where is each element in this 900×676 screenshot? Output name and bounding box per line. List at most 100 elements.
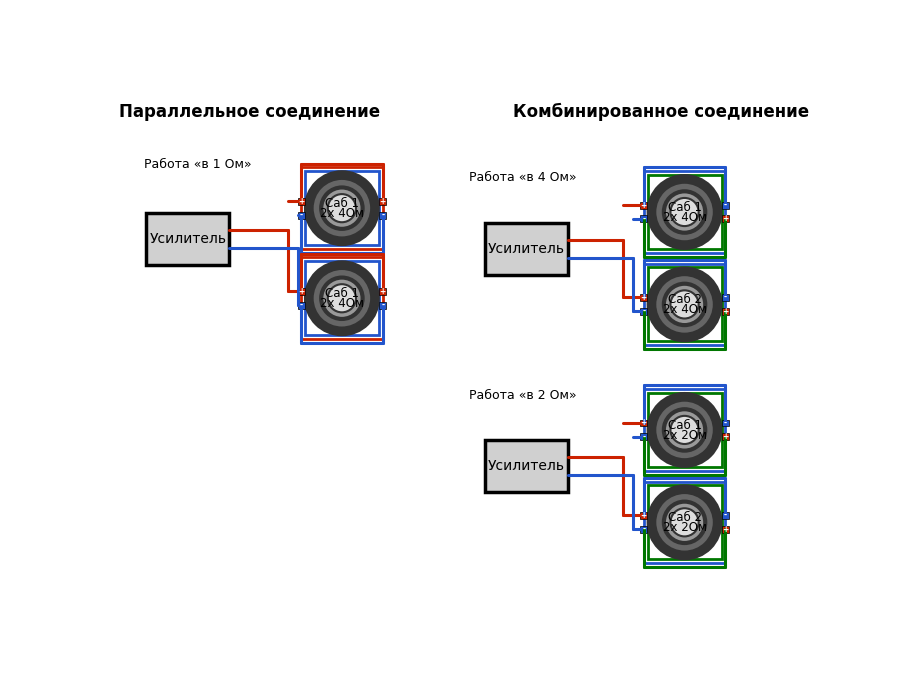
Text: +: +	[641, 511, 647, 520]
Text: -: -	[300, 301, 302, 310]
Bar	[722, 512, 729, 519]
Ellipse shape	[664, 191, 706, 233]
Ellipse shape	[321, 187, 363, 229]
Bar	[147, 213, 230, 265]
Text: +: +	[641, 201, 647, 210]
Bar	[644, 171, 725, 253]
Bar	[305, 262, 379, 335]
Text: 2х 4Ом: 2х 4Ом	[320, 207, 364, 220]
Bar	[298, 198, 304, 205]
Bar	[722, 308, 729, 315]
Text: +: +	[298, 197, 304, 206]
Bar	[640, 308, 647, 315]
Bar	[640, 294, 647, 301]
Text: Усилитель: Усилитель	[488, 242, 565, 256]
Bar	[648, 393, 722, 467]
Bar	[648, 485, 722, 559]
Bar	[648, 175, 722, 249]
Text: +: +	[722, 307, 728, 316]
Text: +: +	[380, 197, 386, 206]
Bar	[644, 481, 725, 563]
Text: -: -	[381, 211, 384, 220]
Bar	[379, 212, 386, 218]
Ellipse shape	[328, 194, 356, 222]
Text: +: +	[722, 214, 728, 224]
Text: -: -	[300, 211, 302, 220]
Bar	[722, 201, 729, 209]
Text: -: -	[643, 433, 645, 441]
Text: +: +	[722, 433, 728, 441]
Ellipse shape	[664, 284, 706, 325]
Bar	[640, 433, 647, 440]
Ellipse shape	[664, 502, 706, 543]
Text: 2х 4Ом: 2х 4Ом	[320, 297, 364, 310]
Text: 2х 2Ом: 2х 2Ом	[662, 521, 706, 534]
Bar	[722, 216, 729, 222]
Ellipse shape	[670, 508, 698, 536]
Ellipse shape	[652, 179, 717, 245]
Text: -: -	[724, 418, 727, 427]
Text: Работа «в 4 Ом»: Работа «в 4 Ом»	[469, 171, 577, 184]
Ellipse shape	[309, 175, 375, 241]
Bar	[640, 201, 647, 209]
Text: Саб 2: Саб 2	[668, 511, 702, 524]
Ellipse shape	[652, 271, 717, 337]
Ellipse shape	[670, 291, 698, 318]
Text: +: +	[722, 525, 728, 534]
Bar	[302, 168, 382, 249]
Text: -: -	[643, 307, 645, 316]
Bar	[379, 301, 386, 309]
Bar	[640, 526, 647, 533]
Text: Комбинированное соединение: Комбинированное соединение	[513, 103, 809, 121]
Ellipse shape	[664, 409, 706, 451]
Bar	[379, 198, 386, 205]
Text: -: -	[381, 301, 384, 310]
Text: Саб 1: Саб 1	[325, 287, 359, 300]
Text: 2х 4Ом: 2х 4Ом	[662, 211, 706, 224]
Text: -: -	[643, 525, 645, 534]
Text: Усилитель: Усилитель	[488, 459, 565, 473]
Bar	[644, 264, 725, 345]
Bar	[722, 294, 729, 301]
Ellipse shape	[309, 265, 375, 331]
Ellipse shape	[670, 416, 698, 444]
Bar	[298, 288, 304, 295]
Ellipse shape	[328, 284, 356, 312]
Text: Саб 2: Саб 2	[668, 293, 702, 306]
Bar	[379, 288, 386, 295]
Bar	[722, 526, 729, 533]
Ellipse shape	[652, 489, 717, 556]
Text: +: +	[380, 287, 386, 296]
Text: Саб 1: Саб 1	[668, 201, 702, 214]
Text: -: -	[724, 201, 727, 210]
Text: +: +	[641, 418, 647, 427]
Text: Саб 1: Саб 1	[325, 197, 359, 210]
Text: -: -	[643, 214, 645, 224]
Ellipse shape	[652, 397, 717, 463]
Text: Работа «в 1 Ом»: Работа «в 1 Ом»	[144, 158, 252, 171]
Text: 2х 2Ом: 2х 2Ом	[662, 429, 706, 442]
Bar	[722, 420, 729, 427]
Ellipse shape	[670, 198, 698, 226]
Text: Параллельное соединение: Параллельное соединение	[119, 103, 380, 121]
Bar	[640, 420, 647, 427]
Ellipse shape	[321, 278, 363, 319]
Text: Усилитель: Усилитель	[149, 232, 227, 246]
Text: +: +	[298, 287, 304, 296]
Text: Саб 1: Саб 1	[668, 419, 702, 432]
Bar	[485, 223, 568, 275]
Bar	[302, 258, 382, 339]
Bar	[640, 216, 647, 222]
Text: +: +	[641, 293, 647, 302]
Bar	[298, 301, 304, 309]
Text: -: -	[724, 511, 727, 520]
Text: 2х 4Ом: 2х 4Ом	[662, 304, 706, 316]
Bar	[485, 440, 568, 492]
Bar	[305, 171, 379, 245]
Bar	[640, 512, 647, 519]
Bar	[722, 433, 729, 440]
Bar	[644, 389, 725, 470]
Text: -: -	[724, 293, 727, 302]
Text: Работа «в 2 Ом»: Работа «в 2 Ом»	[469, 389, 577, 402]
Bar	[648, 268, 722, 341]
